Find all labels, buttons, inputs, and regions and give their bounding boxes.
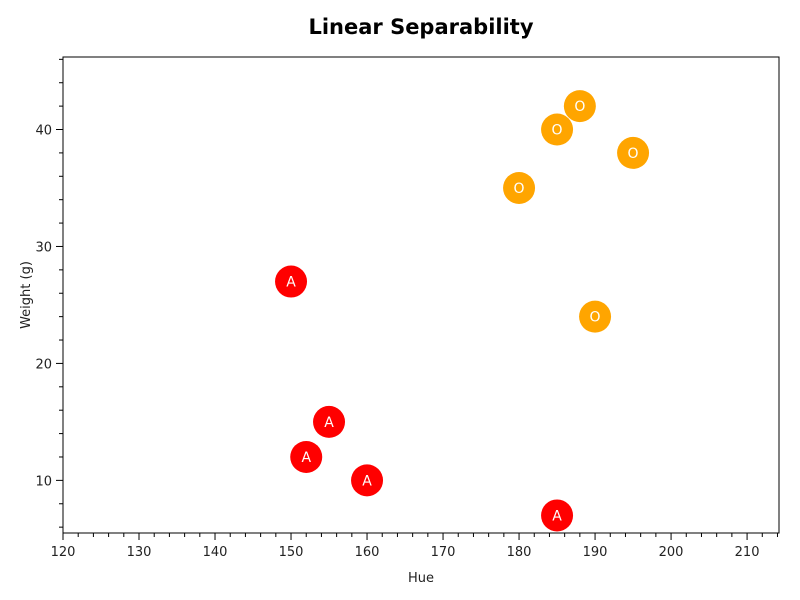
- x-tick-label: 200: [659, 545, 684, 560]
- point-label: O: [590, 310, 601, 326]
- x-tick-label: 140: [203, 545, 228, 560]
- point-label: O: [628, 146, 639, 162]
- point-label: O: [574, 99, 585, 115]
- point-marker: [579, 300, 612, 333]
- data-point-a: A: [290, 440, 323, 473]
- x-tick-label: 130: [127, 545, 152, 560]
- data-point-o: O: [541, 113, 574, 146]
- point-marker: [275, 265, 308, 298]
- x-tick-label: 150: [279, 545, 304, 560]
- x-tick-label: 160: [355, 545, 380, 560]
- point-label: A: [301, 450, 311, 466]
- x-tick-label: 190: [583, 545, 608, 560]
- y-tick-label: 10: [35, 474, 52, 489]
- data-point-o: O: [579, 300, 612, 333]
- point-label: A: [324, 415, 334, 431]
- point-marker: [351, 464, 384, 497]
- y-axis-label: Weight (g): [19, 261, 34, 329]
- y-tick-label: 40: [35, 124, 52, 139]
- point-label: O: [552, 123, 563, 139]
- x-tick-label: 210: [735, 545, 760, 560]
- point-marker: [503, 171, 536, 204]
- data-point-a: A: [541, 499, 574, 532]
- point-label: A: [362, 473, 372, 489]
- plot-area: [62, 56, 780, 534]
- data-point-o: O: [503, 171, 536, 204]
- y-tick-label: 20: [35, 357, 52, 372]
- point-marker: [541, 499, 574, 532]
- point-marker: [313, 405, 346, 438]
- point-label: O: [514, 181, 525, 197]
- data-point-o: O: [617, 136, 650, 169]
- x-tick-label: 180: [507, 545, 532, 560]
- x-tick-label: 170: [431, 545, 456, 560]
- point-marker: [563, 90, 596, 123]
- chart-title: Linear Separability: [308, 15, 533, 39]
- point-marker: [290, 440, 323, 473]
- point-label: A: [552, 508, 562, 524]
- data-point-a: A: [351, 464, 384, 497]
- data-point-a: A: [275, 265, 308, 298]
- point-marker: [541, 113, 574, 146]
- data-point-a: A: [313, 405, 346, 438]
- point-marker: [617, 136, 650, 169]
- x-tick-label: 120: [51, 545, 76, 560]
- point-label: A: [286, 275, 296, 291]
- data-point-o: O: [563, 90, 596, 123]
- x-axis-label: Hue: [408, 571, 434, 586]
- y-tick-label: 30: [35, 240, 52, 255]
